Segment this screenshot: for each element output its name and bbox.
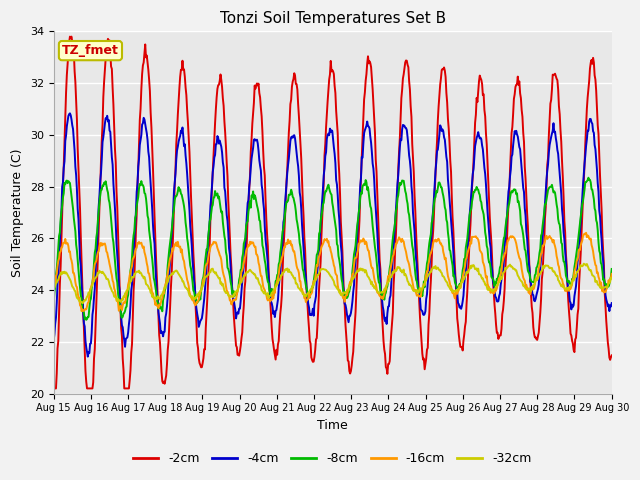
-16cm (77, 308, 85, 314)
-16cm (204, 255, 212, 261)
-4cm (66, 110, 74, 116)
-16cm (582, 230, 590, 236)
-32cm (580, 261, 588, 266)
-4cm (119, 324, 127, 330)
-2cm (608, 352, 616, 358)
-16cm (60, 240, 68, 246)
-2cm (418, 341, 426, 347)
Title: Tonzi Soil Temperatures Set B: Tonzi Soil Temperatures Set B (220, 11, 445, 26)
-2cm (401, 60, 409, 65)
-2cm (204, 278, 212, 284)
Line: -8cm: -8cm (54, 178, 612, 320)
-8cm (608, 266, 616, 272)
Line: -4cm: -4cm (54, 113, 612, 357)
Line: -32cm: -32cm (54, 264, 612, 303)
-32cm (401, 271, 409, 277)
Y-axis label: Soil Temperature (C): Soil Temperature (C) (11, 148, 24, 277)
-16cm (418, 288, 426, 294)
-4cm (402, 125, 410, 131)
-2cm (60, 164, 68, 169)
-2cm (118, 334, 126, 339)
-32cm (60, 270, 68, 276)
-8cm (175, 184, 182, 190)
-8cm (60, 191, 68, 196)
-4cm (84, 354, 92, 360)
-4cm (419, 308, 426, 314)
-8cm (204, 235, 212, 241)
-32cm (204, 272, 212, 278)
-2cm (175, 98, 182, 104)
-2cm (66, 34, 74, 39)
-32cm (175, 271, 182, 277)
-16cm (401, 246, 409, 252)
-16cm (608, 271, 616, 277)
-2cm (50, 385, 58, 391)
-8cm (584, 175, 592, 180)
-32cm (418, 287, 426, 292)
-16cm (118, 307, 126, 313)
-16cm (175, 243, 182, 249)
-32cm (79, 300, 86, 306)
Legend: -2cm, -4cm, -8cm, -16cm, -32cm: -2cm, -4cm, -8cm, -16cm, -32cm (129, 447, 537, 470)
-4cm (205, 228, 212, 234)
-4cm (175, 135, 183, 141)
Text: TZ_fmet: TZ_fmet (62, 44, 119, 57)
Line: -16cm: -16cm (54, 233, 612, 311)
X-axis label: Time: Time (317, 419, 348, 432)
-16cm (50, 290, 58, 296)
-8cm (50, 301, 58, 307)
-32cm (118, 296, 126, 301)
-4cm (60, 165, 68, 170)
-4cm (50, 338, 58, 344)
-32cm (50, 286, 58, 291)
-32cm (608, 276, 616, 281)
Line: -2cm: -2cm (54, 36, 612, 388)
-8cm (83, 317, 90, 323)
-8cm (401, 188, 409, 194)
-8cm (118, 315, 126, 321)
-4cm (608, 300, 616, 306)
-8cm (418, 288, 426, 294)
